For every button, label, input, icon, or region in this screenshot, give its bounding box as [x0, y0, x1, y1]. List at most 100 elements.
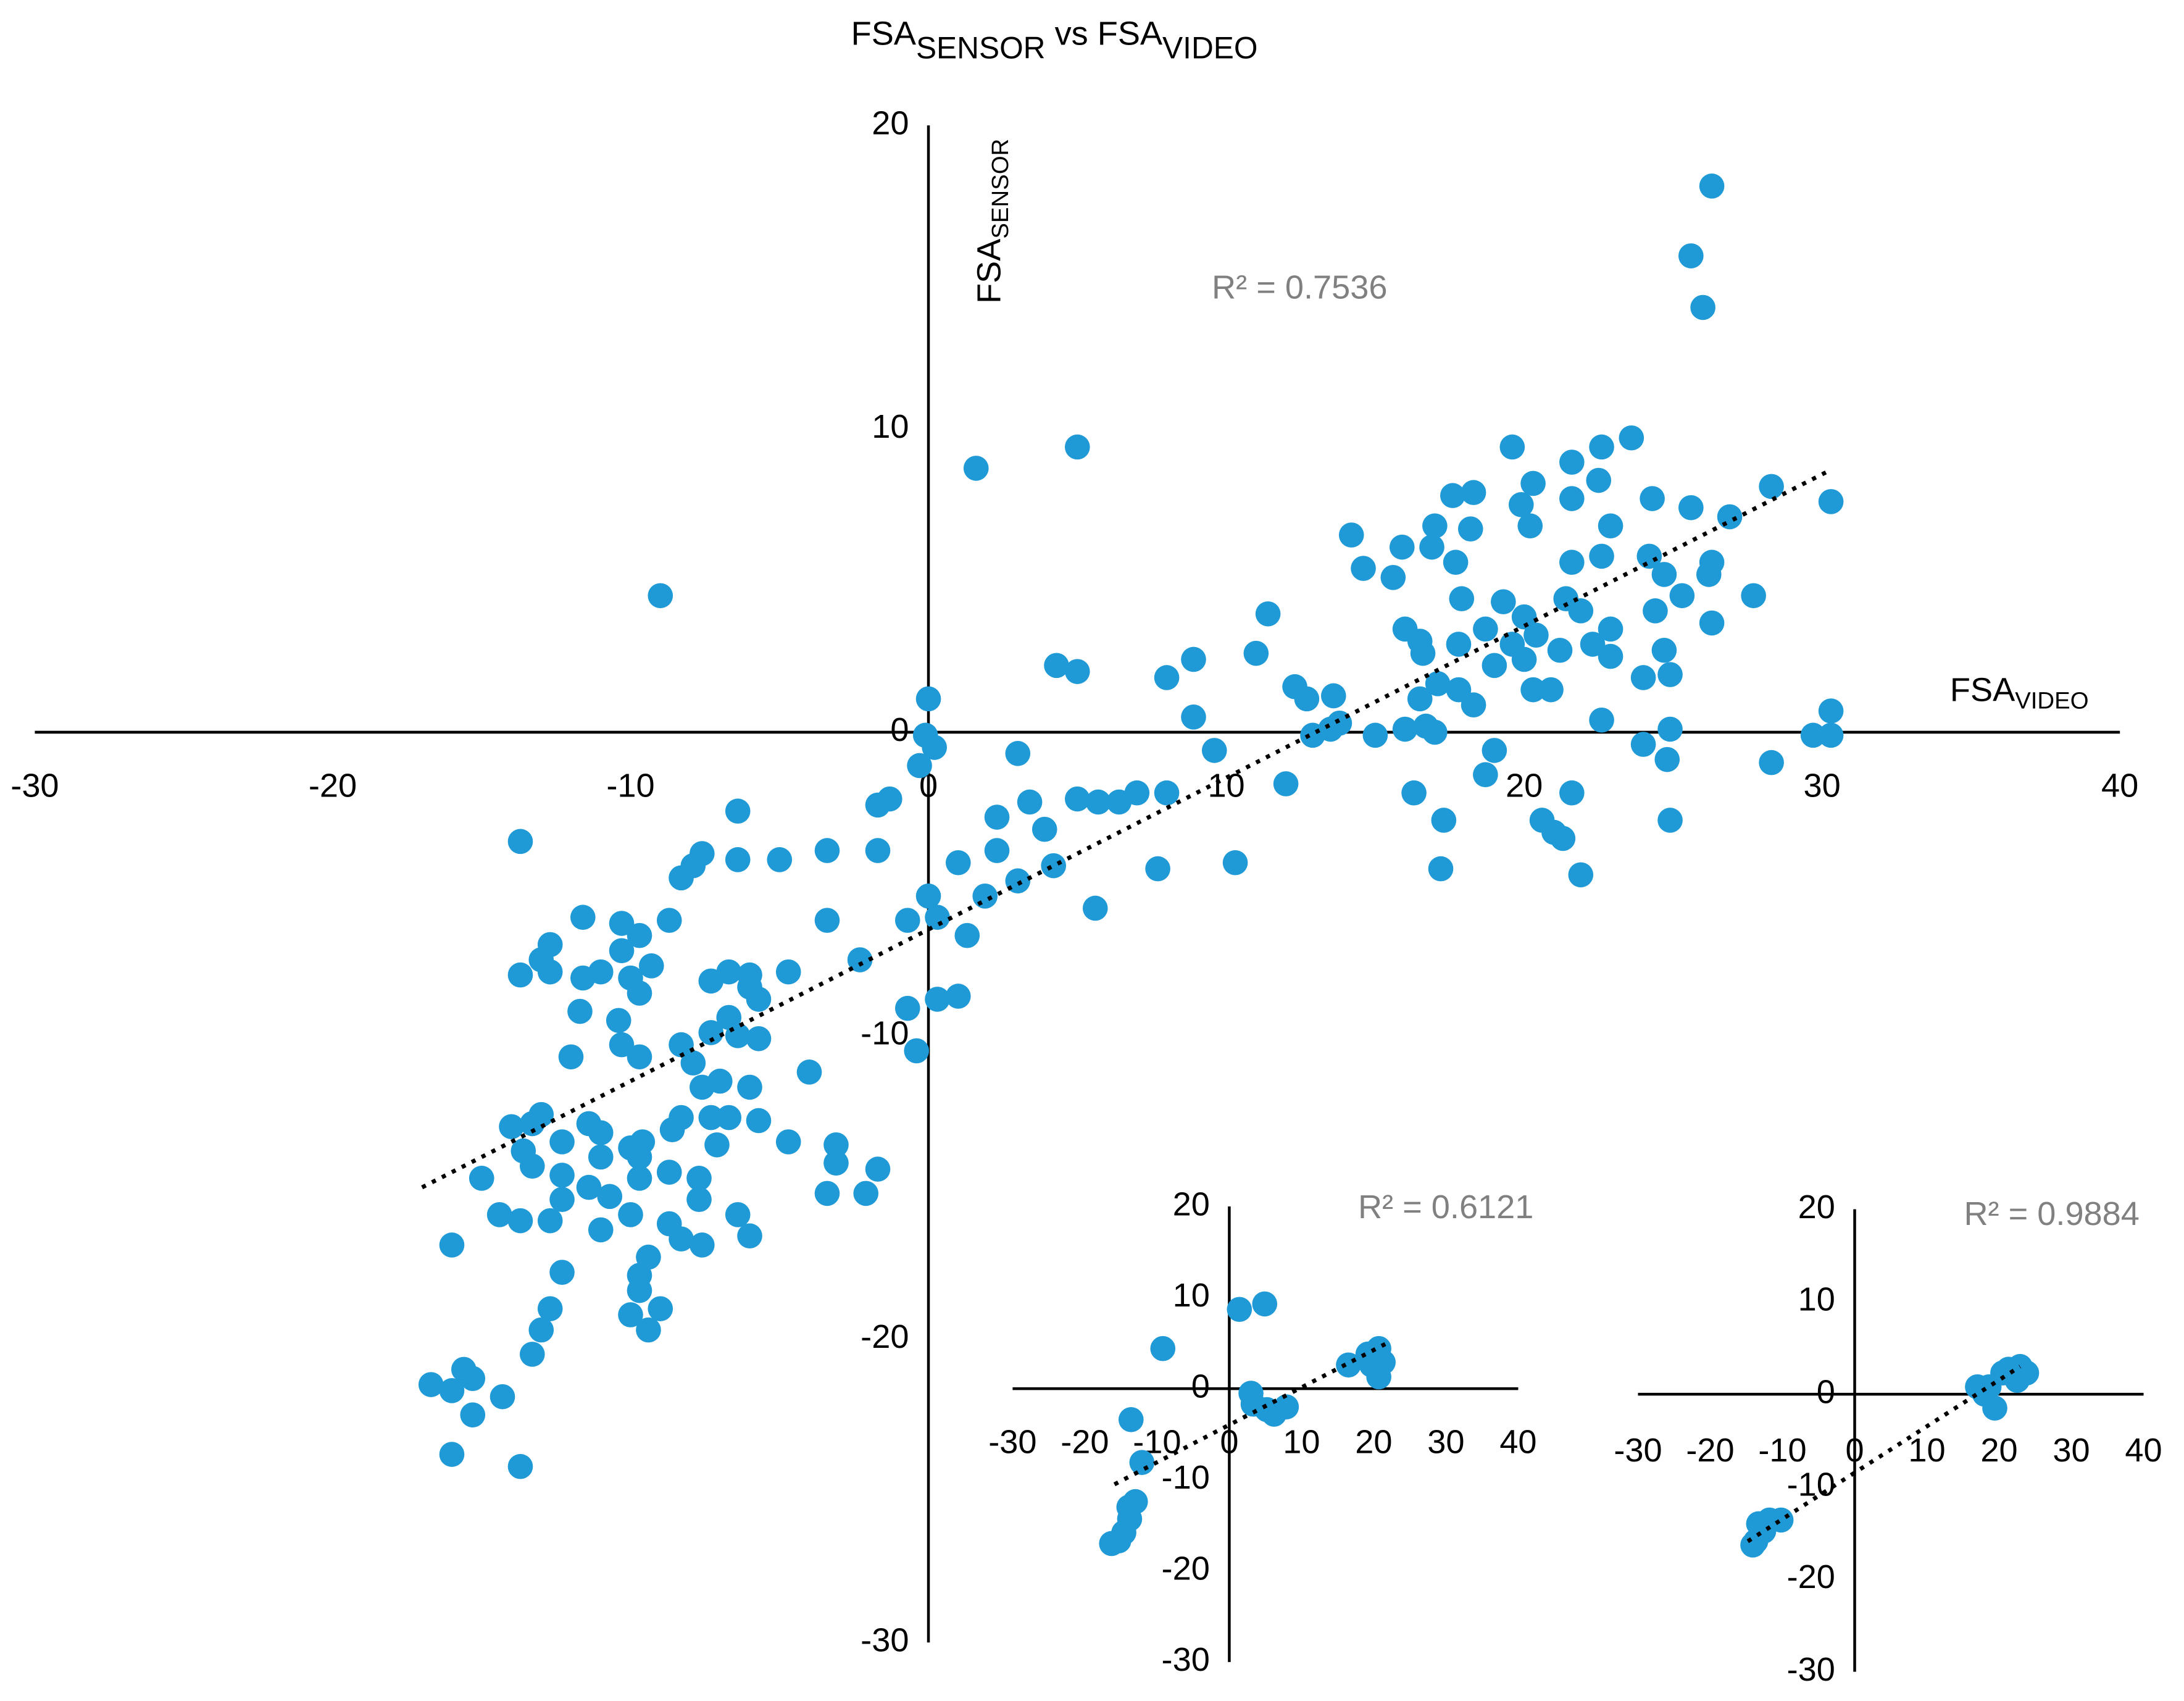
y-axis-label-part: SENSOR [987, 139, 1014, 239]
point [1422, 513, 1448, 539]
x-tick-label: 40 [1499, 1424, 1536, 1461]
point [2004, 1368, 2030, 1393]
point [618, 1202, 643, 1227]
point [588, 1144, 614, 1170]
point [1630, 665, 1656, 690]
point [1547, 637, 1573, 663]
point [737, 1074, 762, 1100]
point [609, 938, 635, 964]
point [558, 1044, 584, 1070]
point [686, 1166, 712, 1191]
point [1428, 856, 1454, 882]
point [925, 987, 950, 1012]
point [737, 1223, 762, 1249]
y-tick-label: -10 [1162, 1459, 1210, 1496]
point [1082, 895, 1108, 921]
point [460, 1402, 486, 1427]
point [904, 1038, 930, 1064]
point [984, 838, 1010, 863]
point [746, 1026, 772, 1051]
point [1568, 598, 1594, 624]
point [1150, 1335, 1176, 1361]
point [439, 1378, 465, 1403]
point [775, 959, 801, 985]
point [638, 953, 664, 979]
x-tick-label: 20 [1506, 767, 1543, 804]
point [1449, 586, 1475, 612]
x-tick-label: -10 [1758, 1432, 1806, 1469]
x-tick-label: 0 [1220, 1424, 1238, 1461]
point [1401, 780, 1427, 806]
point [1124, 780, 1150, 806]
x-tick-label: 30 [1804, 767, 1841, 804]
point [1044, 653, 1069, 679]
y-tick-label: 20 [1798, 1189, 1835, 1226]
point [486, 1202, 512, 1227]
x-tick-label: -10 [606, 767, 654, 804]
point [1005, 741, 1031, 766]
point [945, 850, 971, 876]
point [746, 987, 772, 1012]
point [519, 1153, 545, 1179]
point [519, 1342, 545, 1367]
x-tick-label: -30 [988, 1424, 1036, 1461]
x-tick-label: -20 [1686, 1432, 1734, 1469]
x-tick-label: 10 [1283, 1424, 1320, 1461]
point [1457, 516, 1483, 541]
point [1227, 1297, 1252, 1323]
point [698, 1020, 724, 1045]
point [618, 1302, 643, 1327]
point [1065, 786, 1090, 812]
point [669, 1032, 694, 1058]
point [1482, 653, 1507, 679]
point [1473, 762, 1498, 788]
point [814, 1181, 840, 1206]
y-tick-label: 10 [1173, 1277, 1210, 1314]
point [1520, 677, 1546, 703]
point [1443, 550, 1469, 575]
point [1145, 856, 1170, 882]
point [1550, 825, 1576, 851]
r-squared: R² = 0.9884 [1964, 1195, 2139, 1232]
point [1392, 716, 1418, 742]
point [1818, 698, 1844, 724]
point [460, 1366, 486, 1391]
point [469, 1166, 494, 1191]
point [1099, 1531, 1124, 1557]
y-axis-label: FSASENSOR [971, 139, 1014, 304]
point [656, 908, 682, 933]
point [1589, 707, 1614, 733]
point [704, 1132, 730, 1158]
x-tick-label: 0 [1845, 1432, 1864, 1469]
point [746, 1108, 772, 1134]
x-tick-label: 20 [1980, 1432, 2017, 1469]
point [1461, 480, 1486, 506]
x-tick-label: 40 [2101, 767, 2138, 804]
point [894, 995, 920, 1021]
point [1446, 632, 1472, 657]
point [1222, 850, 1248, 876]
x-tick-label: 40 [2125, 1432, 2162, 1469]
point [570, 905, 596, 930]
point [588, 959, 614, 985]
point [627, 980, 652, 1006]
point [716, 959, 742, 985]
point [1699, 173, 1725, 199]
point [507, 1453, 533, 1479]
point [1598, 513, 1623, 539]
x-tick-label: -30 [1614, 1432, 1662, 1469]
point [1511, 646, 1537, 672]
point [656, 1160, 682, 1185]
point [1759, 474, 1784, 499]
point [1651, 562, 1677, 587]
point [1520, 470, 1546, 496]
chart-title-part: vs [1046, 15, 1098, 52]
point [576, 1111, 602, 1137]
y-tick-label: -20 [1787, 1558, 1835, 1595]
point [439, 1442, 465, 1467]
point [648, 583, 673, 609]
point [659, 1117, 685, 1143]
point [537, 1296, 563, 1321]
